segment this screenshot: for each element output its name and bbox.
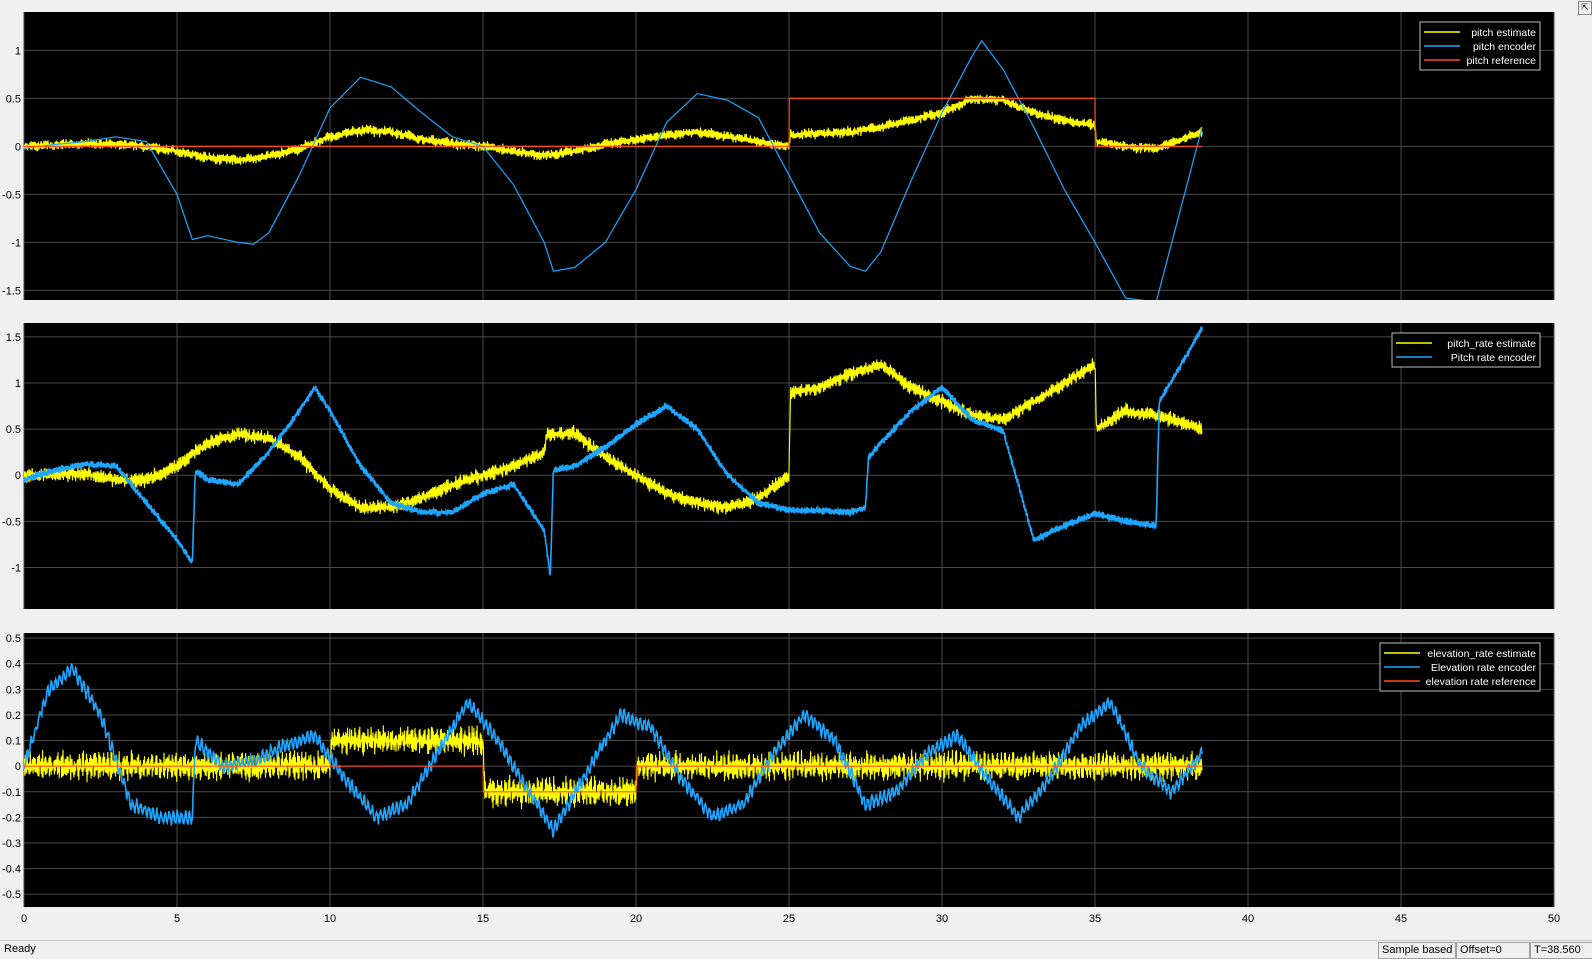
y-tick-label: 0 (15, 141, 21, 153)
y-tick-label: 0 (15, 470, 21, 482)
y-tick-label: -0.5 (2, 889, 21, 901)
x-tick-label: 35 (1089, 913, 1101, 925)
y-tick-label: 1 (15, 45, 21, 57)
y-tick-label: -0.5 (2, 189, 21, 201)
x-tick-label: 50 (1548, 913, 1560, 925)
y-tick-label: 1.5 (6, 332, 21, 344)
legend: pitch estimate pitch encoder pitch referen… (1419, 21, 1541, 71)
x-tick-label: 15 (477, 913, 489, 925)
legend: elevation_rate estimate Elevation rate en… (1379, 642, 1541, 692)
series-line-pitch-reference (24, 97, 1203, 147)
legend-entry: elevation_rate estimate (1427, 648, 1536, 660)
x-tick-label: 25 (783, 913, 795, 925)
legend-box (1391, 332, 1541, 368)
x-tick-label: 5 (174, 913, 180, 925)
legend-entry: elevation rate reference (1426, 676, 1536, 688)
series-line-pitch-estimate (24, 94, 1203, 166)
axes-1: -1.5 -1 -0.5 0 0.5 1 pitch estimate pitch encod… (2, 12, 1555, 300)
x-tick-label: 20 (630, 913, 642, 925)
series-line-pitch-rate-encoder (24, 326, 1203, 576)
y-tick-label: 0.5 (6, 424, 21, 436)
offset-indicator: Offset=0 (1456, 942, 1530, 959)
y-tick-label: 0.5 (6, 93, 21, 105)
y-tick-label: -1.5 (2, 285, 21, 297)
undock-icon[interactable]: ⇱ (1578, 1, 1592, 15)
sample-based-indicator: Sample based (1378, 942, 1456, 959)
x-tick-label: 10 (324, 913, 336, 925)
axes-3: -0.5 -0.4 -0.3 -0.2 -0.1 0 0.1 0.2 0.3 0.4 0.5 0 5 10… (2, 633, 1560, 925)
time-indicator: T=38.560 (1530, 942, 1592, 959)
y-tick-label: 0 (15, 761, 21, 773)
y-tick-label: 0.2 (6, 710, 21, 722)
y-tick-label: -0.3 (2, 838, 21, 850)
legend: pitch_rate estimate Pitch rate encoder (1391, 332, 1541, 368)
x-tick-label: 0 (21, 913, 27, 925)
y-tick-label: 0.3 (6, 684, 21, 696)
legend-entry: pitch_rate estimate (1447, 338, 1536, 350)
y-tick-label: -1 (11, 237, 21, 249)
series-line-elevation-rate-encoder (24, 663, 1203, 839)
y-tick-label: -1 (11, 562, 21, 574)
series-line-pitch-encoder (24, 39, 1203, 300)
y-tick-label: -0.1 (2, 787, 21, 799)
y-tick-label: 0.4 (6, 659, 21, 671)
series-line-pitch-rate-estimate (24, 358, 1203, 515)
x-tick-label: 30 (936, 913, 948, 925)
legend-entry: Pitch rate encoder (1451, 352, 1537, 364)
x-tick-label: 45 (1395, 913, 1407, 925)
legend-entry: pitch estimate (1471, 27, 1536, 39)
y-tick-label: -0.4 (2, 864, 21, 876)
status-ready-text: Ready (4, 943, 36, 955)
x-tick-label: 40 (1242, 913, 1254, 925)
y-tick-label: 0.1 (6, 736, 21, 748)
status-bar: Ready Sample based Offset=0 T=38.560 (0, 940, 1592, 959)
legend-entry: pitch reference (1467, 55, 1537, 67)
legend-entry: Elevation rate encoder (1431, 662, 1537, 674)
y-tick-label: -0.5 (2, 516, 21, 528)
series-line-elevation-rate-reference (24, 765, 1203, 793)
axes-2: -1 -0.5 0 0.5 1 1.5 pitch_rate estimate Pitch r… (2, 323, 1555, 609)
legend-entry: pitch encoder (1473, 41, 1537, 53)
y-tick-label: 0.5 (6, 633, 21, 645)
y-tick-label: 1 (15, 378, 21, 390)
y-tick-label: -0.2 (2, 812, 21, 824)
